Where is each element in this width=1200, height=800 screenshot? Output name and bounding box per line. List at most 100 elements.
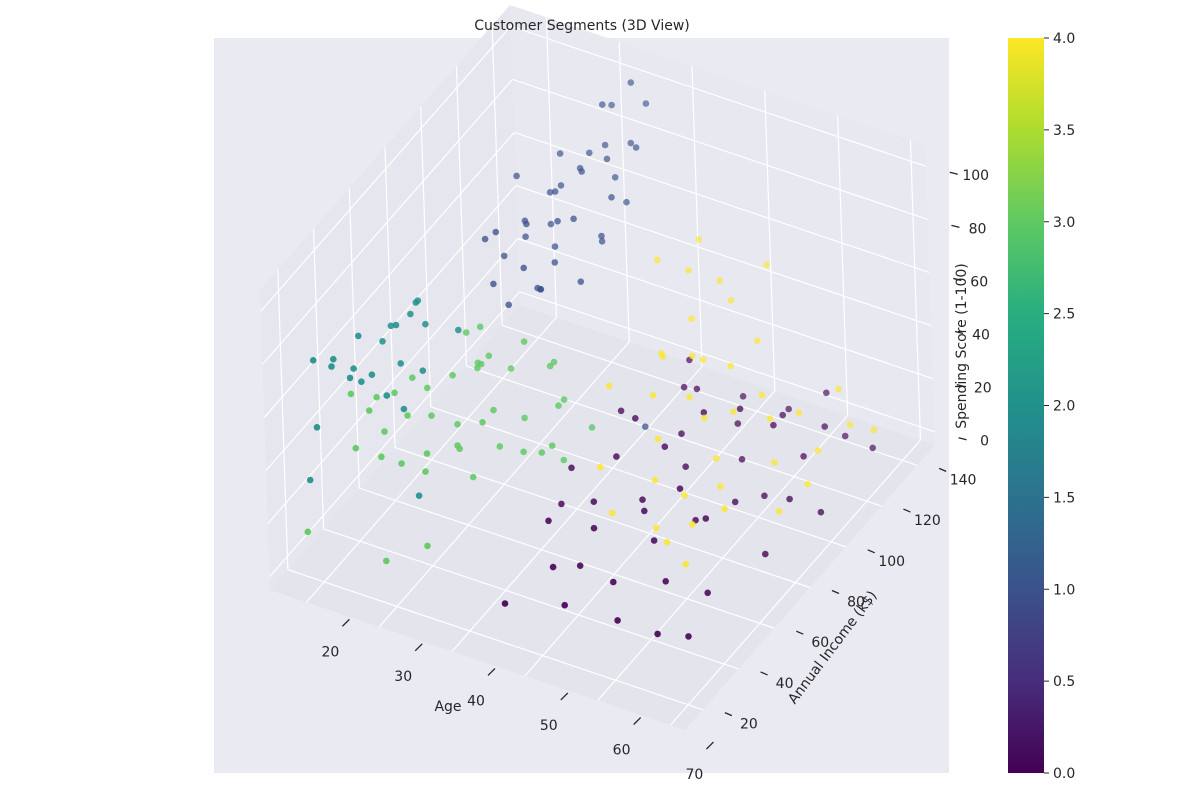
data-point [520,338,528,345]
data-point [555,402,562,410]
grid-line [517,238,933,380]
z-tick [954,330,964,335]
z-tick-label: 80 [969,221,987,237]
data-point [407,310,414,318]
y-tick [724,712,733,717]
data-point [599,101,606,108]
data-point [551,243,559,250]
data-point [558,500,565,508]
y-tick-label: 100 [878,554,905,570]
data-point [355,332,362,340]
data-point [689,352,696,360]
data-point [381,428,388,435]
x-tick [560,692,569,701]
data-point [534,284,541,292]
colorbar [1008,38,1044,773]
data-point [835,385,842,393]
grid-line [837,115,849,416]
data-point [730,408,737,416]
grid-line [430,406,846,548]
data-point [397,360,405,367]
data-point [590,524,598,532]
data-point [352,444,360,452]
grid-line [491,25,503,326]
data-point [654,435,662,443]
data-point [608,101,615,109]
data-point [409,374,416,382]
grid-line [323,528,739,670]
data-point [682,463,689,471]
data-point [358,378,365,386]
grid-line [260,25,512,312]
z-tick [951,224,960,228]
data-point [485,352,493,360]
data-point [547,220,555,228]
data-point [476,323,484,331]
data-point [649,392,657,399]
grid-line [764,90,776,391]
grid-line [269,291,521,578]
z-tick [958,437,967,441]
data-point [663,538,671,546]
data-point [651,476,659,484]
data-point [623,198,630,206]
data-point [639,496,646,504]
data-point [817,508,825,516]
data-point [538,449,546,456]
data-point [347,390,355,398]
z-tick-label: 40 [972,328,990,344]
data-point [577,278,585,286]
data-point [814,447,822,454]
data-point [700,409,708,416]
data-point [613,453,620,460]
data-point [597,463,604,471]
data-point [414,297,422,304]
colorbar-tick-label: 0.5 [1053,674,1075,690]
data-point [598,238,606,245]
x-axis-label: Age [434,699,461,715]
data-point [662,578,669,585]
data-point [522,233,529,240]
grid-line [515,184,932,327]
data-point [795,409,803,417]
data-point [551,259,559,266]
data-point [548,442,556,450]
data-point [398,460,405,467]
data-point [383,392,391,399]
y-tick-label: 120 [914,513,941,529]
data-point [608,194,615,201]
colorbar-tick-label: 2.5 [1053,307,1075,323]
chart-title: Customer Segments (3D View) [474,18,689,34]
data-point [423,450,431,457]
data-point [507,365,515,372]
axis-ticks: 20 30 40 50 60 70 20 40 60 80 100 120 140 0 20 40 60 80 10… [321,168,991,783]
data-point [496,443,504,450]
data-point [404,412,411,419]
data-point [576,164,584,172]
data-point [379,338,386,345]
grid-line [691,66,703,367]
data-point [505,301,512,309]
grid-line [312,228,325,529]
y-tick [903,508,911,513]
data-point [739,393,747,400]
data-point [685,267,692,274]
x-tick [487,667,496,676]
data-point [590,498,598,506]
data-point [373,393,380,401]
x-tick-label: 70 [685,767,703,783]
y-tick [796,630,804,635]
colorbar-tick-label: 4.0 [1053,31,1075,47]
data-point [713,455,720,462]
x-tick [414,643,423,652]
grid-line [277,269,289,570]
data-point [775,508,783,515]
data-point [550,358,558,366]
data-point [770,421,777,429]
data-point [763,261,770,269]
data-point [557,182,565,189]
data-point [588,424,596,431]
data-point [734,420,742,427]
data-point [520,448,527,456]
